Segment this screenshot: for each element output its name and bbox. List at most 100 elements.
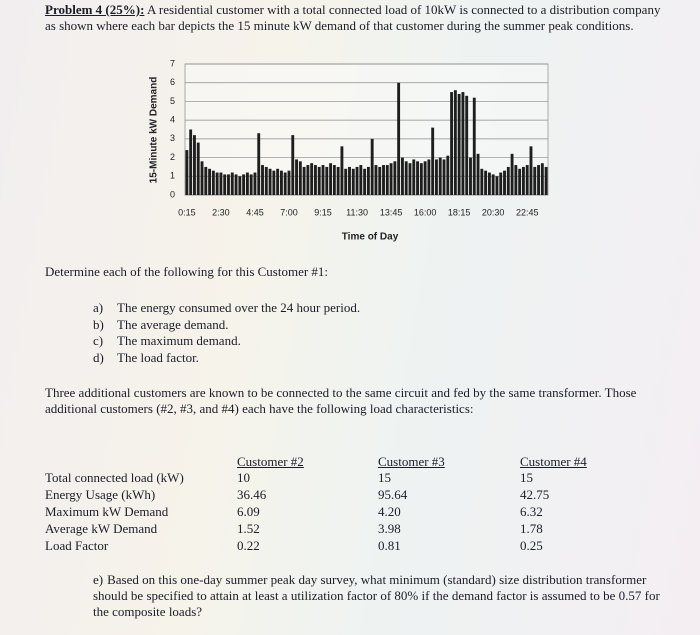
- y-tick-label: 2: [170, 152, 175, 162]
- bar: [423, 161, 427, 195]
- bar: [412, 159, 416, 195]
- table-cell: 10: [237, 470, 250, 485]
- table-cell: 1.78: [520, 521, 543, 536]
- bar: [200, 161, 204, 195]
- x-tick-label: 7:00: [280, 207, 298, 217]
- bar: [344, 168, 348, 195]
- bar: [370, 138, 374, 195]
- bar: [465, 95, 469, 195]
- y-tick-label: 7: [170, 58, 175, 68]
- table-cell: 0.81: [378, 538, 401, 553]
- bar: [185, 150, 189, 195]
- question-text: The average demand.: [117, 316, 229, 332]
- bar: [544, 166, 548, 195]
- bar: [317, 166, 321, 195]
- x-tick-label: 22:45: [516, 207, 539, 217]
- bar: [249, 174, 253, 195]
- bar: [276, 168, 280, 195]
- bar: [366, 166, 370, 195]
- x-tick-label: 16:00: [414, 207, 437, 217]
- bar: [245, 172, 249, 195]
- bar: [355, 166, 359, 195]
- bar: [306, 165, 310, 195]
- bar: [253, 172, 257, 195]
- x-tick-label: 9:15: [314, 207, 332, 217]
- bar: [457, 93, 461, 195]
- plot-area: [184, 63, 549, 196]
- table: Customer #2 Customer #3 Customer #4 Total c…: [45, 454, 665, 564]
- bar: [325, 166, 329, 195]
- bar: [431, 127, 435, 195]
- bar: [295, 159, 298, 195]
- y-tick-label: 0: [170, 189, 175, 199]
- y-axis-label: 15-Minute kW Demand: [149, 77, 160, 184]
- bar: [223, 174, 227, 195]
- bar: [242, 174, 246, 195]
- bar: [238, 176, 242, 195]
- table-cell: 15: [378, 470, 391, 485]
- bar: [211, 170, 215, 195]
- bar: [359, 165, 363, 195]
- bar: [404, 161, 408, 195]
- table-cell: 0.22: [237, 538, 260, 553]
- question-label: c): [93, 333, 104, 348]
- bar: [261, 165, 264, 195]
- bar: [363, 168, 367, 195]
- bar: [453, 90, 457, 195]
- bar: [310, 163, 314, 195]
- y-tick-label: 1: [170, 171, 175, 181]
- bar: [491, 174, 495, 195]
- bar: [503, 170, 506, 195]
- table-cell: 95.64: [378, 487, 408, 502]
- row-label: Total connected load (kW): [45, 470, 184, 485]
- bar: [234, 174, 238, 195]
- y-tick-label: 4: [170, 115, 175, 125]
- bar: [385, 165, 389, 195]
- table-cell: 3.98: [378, 521, 401, 536]
- bar: [291, 135, 295, 195]
- bar: [427, 159, 431, 195]
- column-header: Customer #3: [378, 454, 445, 469]
- bar: [435, 159, 438, 195]
- bar: [400, 157, 404, 195]
- question-text: The maximum demand.: [117, 333, 241, 348]
- x-tick-label: 4:45: [246, 207, 264, 217]
- table-cell: 1.52: [237, 521, 260, 536]
- bar: [487, 172, 491, 195]
- question: b) The average demand.: [93, 317, 360, 334]
- bar: [298, 161, 302, 195]
- x-tick-label: 18:15: [448, 207, 471, 217]
- bar: [446, 155, 450, 195]
- bar: [533, 166, 537, 195]
- bar: [378, 166, 382, 195]
- question-label: d): [93, 349, 104, 365]
- bar: [257, 133, 261, 195]
- bar: [230, 172, 234, 195]
- x-tick-label: 13:45: [380, 207, 403, 217]
- bar: [408, 163, 412, 195]
- column-header: Customer #4: [520, 454, 587, 469]
- y-tick-label: 3: [170, 133, 175, 143]
- final-question: e) Based on this one-day summer peak day …: [93, 572, 673, 620]
- bar: [506, 166, 510, 195]
- prompt: Determine each of the following for this…: [45, 264, 329, 279]
- bar: [419, 163, 423, 195]
- bar: [450, 92, 454, 195]
- bar: [442, 159, 446, 195]
- x-tick-label: 20:30: [482, 207, 505, 217]
- bar: [393, 161, 397, 195]
- bar: [204, 166, 208, 195]
- bar: [537, 165, 540, 195]
- bar: [416, 161, 419, 195]
- question-label: b): [93, 316, 104, 332]
- bar: [196, 142, 200, 195]
- y-tick-label: 6: [170, 77, 175, 87]
- bar: [314, 165, 317, 195]
- bar: [227, 174, 230, 195]
- question-text: The energy consumed over the 24 hour per…: [117, 300, 361, 315]
- x-tick-label: 2:30: [212, 207, 230, 217]
- problem-header: Problem 4 (25%): A residential customer …: [45, 2, 670, 33]
- question: c) The maximum demand.: [93, 333, 360, 350]
- bar: [469, 157, 472, 195]
